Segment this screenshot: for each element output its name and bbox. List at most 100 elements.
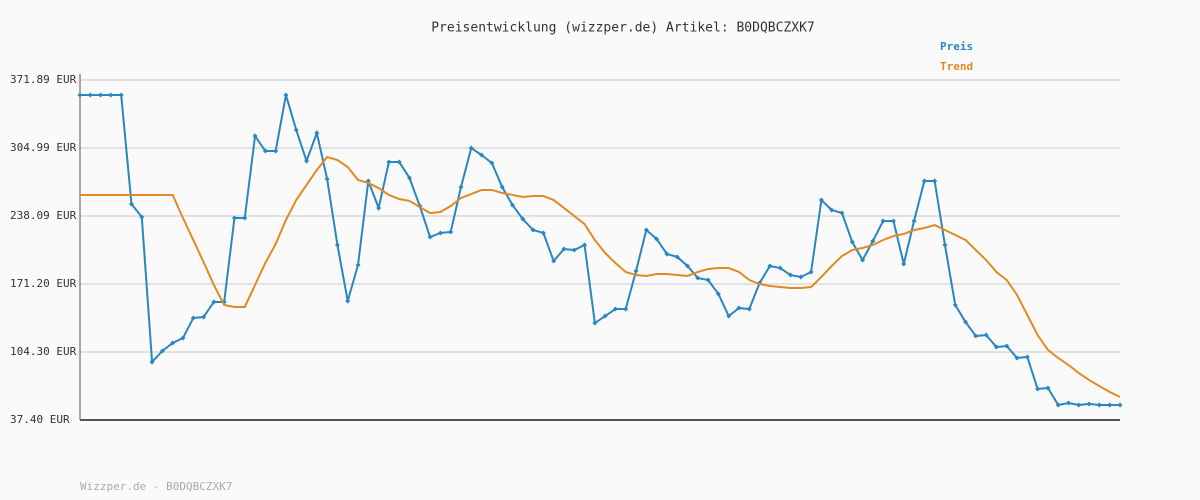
data-point — [314, 130, 320, 136]
data-point — [458, 184, 464, 190]
data-point — [1076, 402, 1082, 408]
data-point — [829, 207, 835, 213]
data-point — [582, 242, 588, 248]
data-point — [664, 251, 670, 257]
data-point — [345, 298, 351, 304]
data-point — [231, 215, 237, 221]
y-tick-label: 304.99 EUR — [10, 141, 77, 154]
data-point — [654, 236, 660, 242]
data-point — [108, 92, 114, 98]
data-point — [396, 159, 402, 165]
data-point — [849, 239, 855, 245]
data-point — [211, 299, 217, 305]
y-tick-label: 104.30 EUR — [10, 345, 77, 358]
data-point — [304, 158, 310, 164]
data-point — [602, 313, 608, 319]
y-tick-label: 171.20 EUR — [10, 277, 77, 290]
data-point — [170, 340, 176, 346]
data-point — [77, 92, 83, 98]
data-point — [695, 275, 701, 281]
legend-entry: Trend — [940, 60, 973, 73]
data-point — [139, 214, 145, 220]
data-point — [334, 242, 340, 248]
data-point — [1086, 401, 1092, 407]
data-point — [870, 238, 876, 244]
data-point — [262, 148, 268, 154]
data-point — [98, 92, 104, 98]
data-point — [561, 246, 567, 252]
footer: Wizzper.de - B0DQBCZXK7 — [80, 480, 232, 493]
data-point — [860, 257, 866, 263]
data-point — [520, 216, 526, 222]
data-point — [685, 263, 691, 269]
data-point — [509, 202, 515, 208]
data-point — [623, 306, 629, 312]
data-point — [612, 306, 618, 312]
series-line — [80, 155, 1121, 398]
data-point — [705, 277, 711, 283]
data-point — [448, 229, 454, 235]
data-point — [551, 258, 557, 264]
data-point — [252, 133, 258, 139]
data-point — [808, 269, 814, 275]
data-point — [149, 359, 155, 365]
data-point — [479, 152, 485, 158]
data-point — [1004, 343, 1010, 349]
data-point — [736, 305, 742, 311]
data-point — [1096, 402, 1102, 408]
data-point — [1035, 386, 1041, 392]
data-point — [1045, 385, 1051, 391]
data-point — [890, 218, 896, 224]
data-point — [798, 274, 804, 280]
data-point — [571, 247, 577, 253]
data-point — [190, 315, 196, 321]
data-point — [983, 332, 989, 338]
data-point — [973, 333, 979, 339]
data-point — [932, 178, 938, 184]
data-point — [767, 263, 773, 269]
data-point — [839, 210, 845, 216]
data-point — [1024, 354, 1030, 360]
data-point — [468, 145, 474, 151]
data-point — [540, 230, 546, 236]
data-point — [963, 319, 969, 325]
y-tick-label: 37.40 EUR — [10, 413, 70, 426]
data-point — [499, 184, 505, 190]
data-point — [530, 227, 536, 233]
data-point — [993, 344, 999, 350]
data-point — [818, 197, 824, 203]
data-point — [293, 127, 299, 133]
data-point — [921, 178, 927, 184]
data-point — [128, 201, 134, 207]
data-point — [715, 291, 721, 297]
data-point — [674, 254, 680, 260]
data-point — [427, 234, 433, 240]
series-line — [80, 94, 1120, 407]
data-point — [87, 92, 93, 98]
data-point — [643, 227, 649, 233]
data-point — [386, 159, 392, 165]
data-point — [1107, 402, 1113, 408]
data-point — [159, 348, 165, 354]
data-point — [376, 205, 382, 211]
data-point — [118, 92, 124, 98]
data-point — [242, 215, 248, 221]
chart-title: Preisentwicklung (wizzper.de) Artikel: B… — [431, 21, 815, 36]
data-point — [901, 261, 907, 267]
y-tick-label: 371.89 EUR — [10, 73, 77, 86]
data-point — [273, 148, 279, 154]
data-point — [283, 92, 289, 98]
data-point — [489, 160, 495, 166]
data-point — [1117, 402, 1123, 408]
data-point — [633, 268, 639, 274]
data-point — [407, 175, 413, 181]
data-point — [942, 242, 948, 248]
legend-entry: Preis — [940, 40, 973, 53]
data-point — [1014, 355, 1020, 361]
data-point — [952, 302, 958, 308]
data-point — [1055, 402, 1061, 408]
data-point — [746, 306, 752, 312]
data-point — [324, 176, 330, 182]
data-point — [355, 262, 361, 268]
